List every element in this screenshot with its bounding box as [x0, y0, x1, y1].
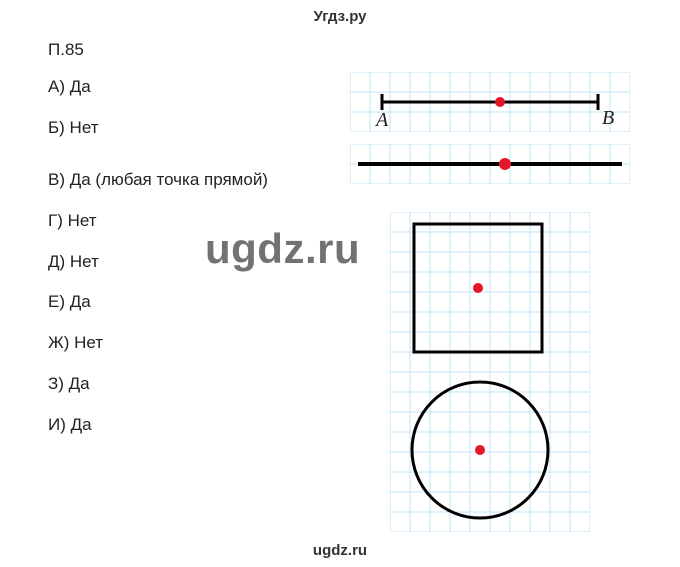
answers-column: П.85 А) Да Б) Нет В) Да (любая точка пря… — [48, 40, 368, 456]
figure-line — [350, 144, 630, 184]
content-area: П.85 А) Да Б) Нет В) Да (любая точка пря… — [48, 40, 650, 527]
svg-text:A: A — [374, 109, 389, 131]
page-footer: ugdz.ru — [0, 542, 680, 559]
answer-g: Г) Нет — [48, 212, 368, 231]
answer-i: И) Да — [48, 416, 368, 435]
answer-b: Б) Нет — [48, 119, 368, 138]
figure-segment: AB — [350, 72, 630, 132]
svg-text:B: B — [602, 107, 614, 129]
answer-a: А) Да — [48, 78, 368, 97]
figure-square — [390, 212, 590, 372]
answer-e: Е) Да — [48, 293, 368, 312]
answer-v: В) Да (любая точка прямой) — [48, 171, 368, 190]
answer-z: З) Да — [48, 375, 368, 394]
answer-zh: Ж) Нет — [48, 334, 368, 353]
answer-d: Д) Нет — [48, 253, 368, 272]
page-header: Угдз.ру — [0, 0, 680, 25]
figure-circle — [390, 372, 590, 532]
question-number: П.85 — [48, 40, 368, 60]
